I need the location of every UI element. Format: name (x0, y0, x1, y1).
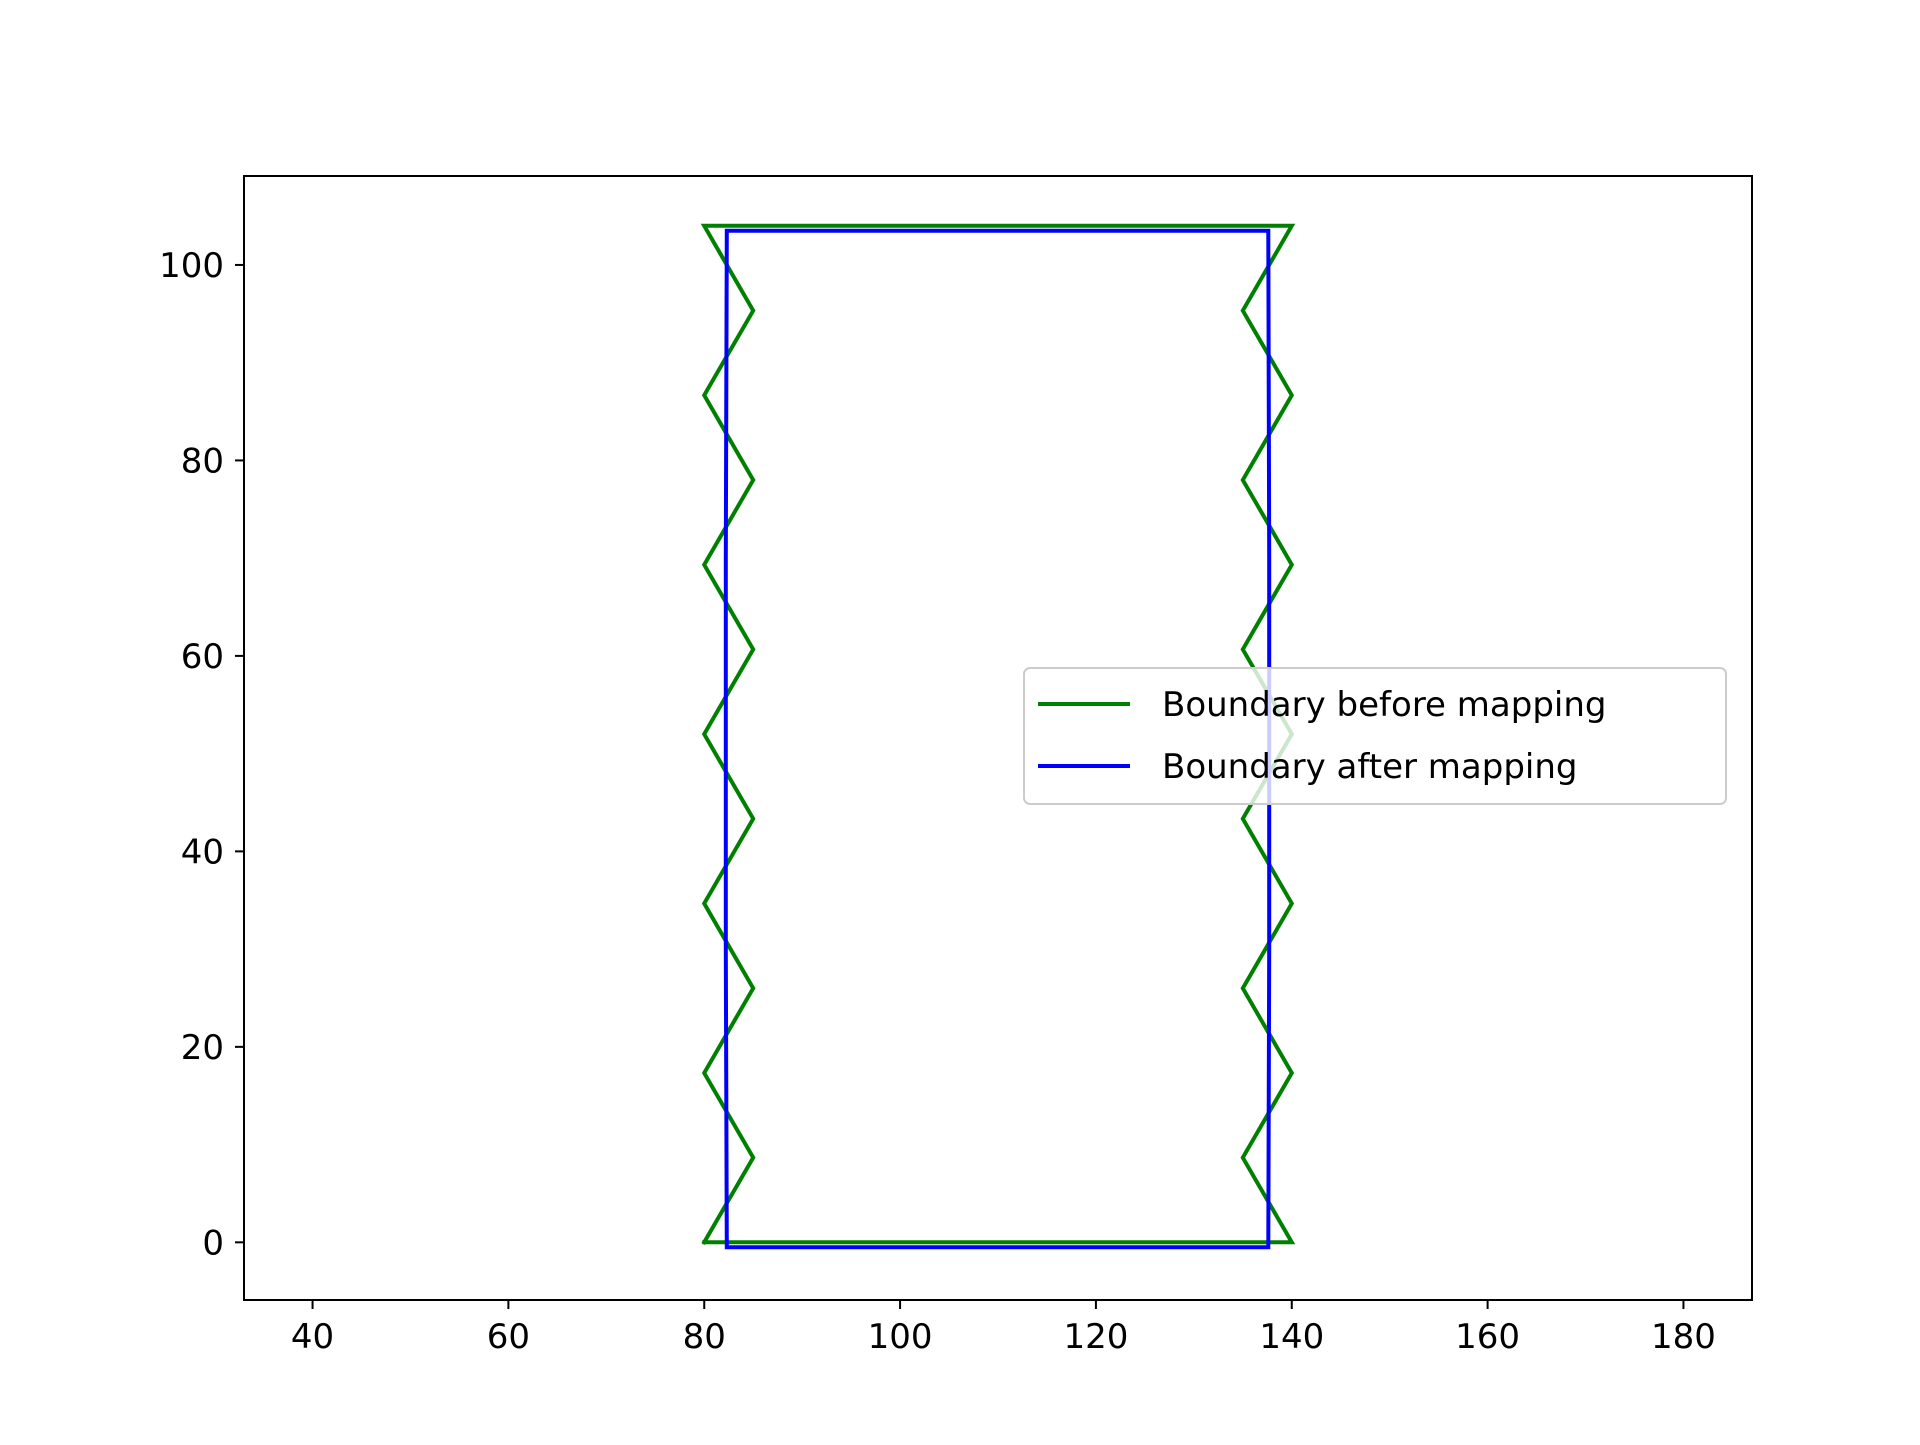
x-tick-label: 120 (1063, 1317, 1128, 1357)
series-line-after-mapping (723, 228, 1272, 1250)
legend-box (1023, 667, 1727, 805)
y-tick-label: 100 (159, 246, 224, 286)
x-tick-label: 40 (291, 1317, 334, 1357)
y-tick-label: 60 (181, 637, 224, 677)
legend-label: Boundary before mapping (1162, 685, 1606, 725)
x-tick-label: 60 (487, 1317, 530, 1357)
x-tick-label: 100 (868, 1317, 933, 1357)
axes-frame (243, 175, 1753, 1301)
y-axis: 0 20 40 60 80 100 (159, 246, 244, 1263)
x-tick-label: 160 (1455, 1317, 1520, 1357)
y-tick-label: 20 (181, 1028, 224, 1068)
y-tick-label: 0 (202, 1223, 224, 1263)
series-line-before-mapping (700, 223, 1296, 1246)
legend-label: Boundary after mapping (1162, 747, 1578, 787)
y-tick-label: 40 (181, 832, 224, 872)
legend: Boundary before mapping Boundary after ma… (1023, 667, 1727, 805)
plot-area (700, 223, 1296, 1250)
y-tick-label: 80 (181, 441, 224, 481)
x-tick-label: 80 (683, 1317, 726, 1357)
x-tick-label: 180 (1651, 1317, 1716, 1357)
x-tick-label: 140 (1259, 1317, 1324, 1357)
x-axis: 40 60 80 100 120 140 160 180 (291, 1300, 1716, 1357)
